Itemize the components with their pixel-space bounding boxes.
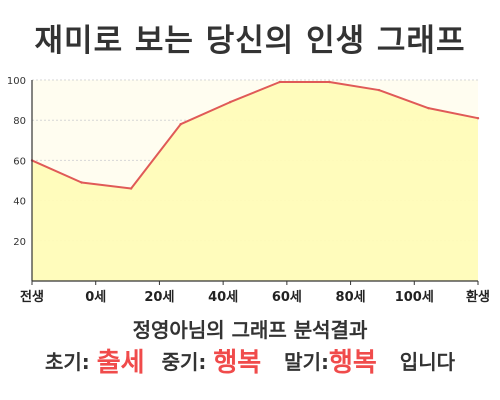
x-tick-label-0: 전생 xyxy=(20,289,44,305)
y-tick-label-1: 40 xyxy=(13,197,26,208)
x-tick-label-1: 0세 xyxy=(85,290,106,305)
life-graph-chart: 20 40 60 80 100 전생 0세 20세 40세 60세 80세 100세 환생 xyxy=(7,76,490,305)
middle-result: 행복 xyxy=(213,348,262,378)
data-point-1 xyxy=(80,181,83,184)
y-tick-label-2: 60 xyxy=(13,156,26,167)
late-result: 행복 xyxy=(328,348,377,378)
middle-label: 중기: xyxy=(161,350,207,374)
late-label: 말기: xyxy=(284,350,329,374)
analysis-summary: 초기: 출세 중기: 행복 말기:행복 입니다 xyxy=(0,348,500,379)
analysis-title: 정영아님의 그래프 분석결과 xyxy=(132,318,368,342)
y-tick-label-0: 20 xyxy=(13,237,26,248)
data-point-8 xyxy=(427,106,430,110)
data-point-7 xyxy=(377,88,381,92)
x-tick-label-4: 60세 xyxy=(272,290,302,305)
x-tick-label-2: 20세 xyxy=(144,290,174,305)
result-ending: 입니다 xyxy=(399,350,455,374)
x-tick-label-6: 100세 xyxy=(395,290,434,305)
x-tick-label-5: 80세 xyxy=(336,290,366,305)
series-line xyxy=(31,81,479,190)
data-point-5 xyxy=(278,80,281,84)
data-point-6 xyxy=(328,80,331,84)
x-tick-label-3: 40세 xyxy=(208,290,238,305)
series-area xyxy=(32,82,478,281)
early-result: 출세 xyxy=(96,348,145,378)
y-tick-label-4: 100 xyxy=(7,76,26,87)
data-point-3 xyxy=(179,123,182,126)
data-point-4 xyxy=(229,100,232,104)
page-title: 재미로 보는 당신의 인생 그래프 xyxy=(34,23,466,59)
data-point-9 xyxy=(476,116,480,120)
early-label: 초기: xyxy=(44,350,90,374)
data-point-2 xyxy=(129,187,133,190)
x-tick-label-7: 환생 xyxy=(466,289,490,305)
y-tick-label-3: 80 xyxy=(13,116,26,127)
